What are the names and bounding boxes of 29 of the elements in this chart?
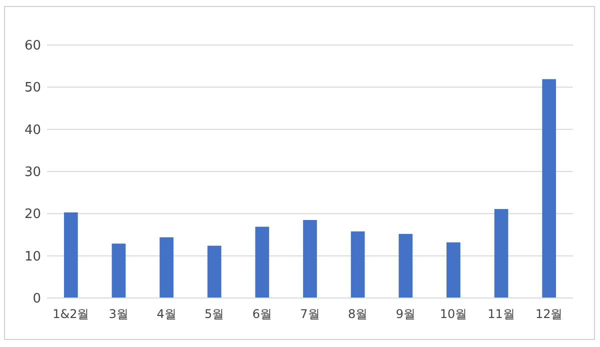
x-tick-label: 7월 [300, 307, 320, 321]
x-tick-label: 12월 [535, 307, 563, 321]
bar [542, 79, 556, 298]
x-tick-label: 8월 [348, 307, 368, 321]
y-tick-label: 50 [24, 80, 41, 96]
x-tick-label: 6월 [252, 307, 272, 321]
y-tick-label: 10 [24, 249, 41, 264]
y-tick-label: 40 [24, 122, 41, 138]
bar [398, 234, 413, 298]
bar [255, 226, 270, 298]
x-tick-label: 5월 [204, 307, 224, 321]
x-tick-label: 9월 [396, 307, 416, 321]
bar [207, 246, 222, 298]
bar [494, 209, 508, 298]
bar [160, 237, 174, 298]
bar [112, 244, 126, 298]
y-tick-label: 20 [24, 207, 41, 222]
x-tick-label: 1&2월 [52, 307, 90, 321]
bar [64, 212, 78, 298]
bar [446, 242, 460, 298]
x-tick-label: 11월 [488, 307, 515, 321]
y-tick-label: 0 [32, 292, 41, 306]
x-tick-label: 10월 [440, 307, 468, 321]
bar [303, 220, 317, 298]
bar [350, 231, 365, 298]
y-tick-label: 60 [24, 38, 41, 54]
x-tick-label: 4월 [156, 307, 176, 321]
y-tick-label: 30 [24, 165, 41, 180]
x-tick-label: 3월 [108, 307, 129, 321]
